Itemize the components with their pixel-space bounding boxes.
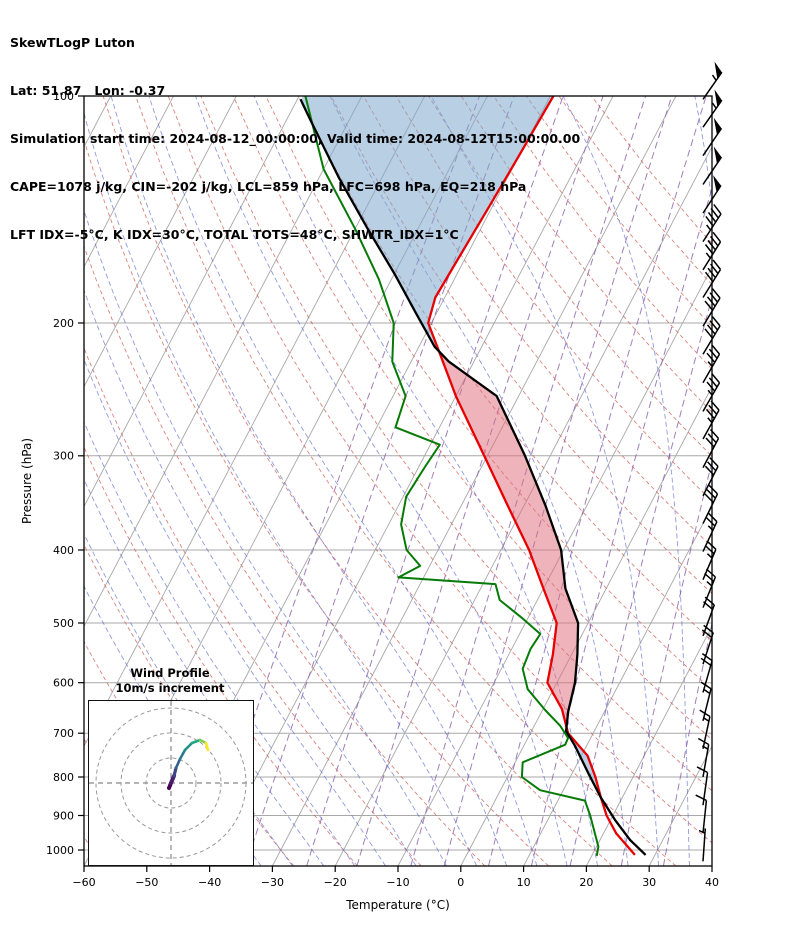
above-el-shading — [302, 96, 554, 353]
svg-text:300: 300 — [53, 450, 74, 463]
chart-header: SkewTLogP Luton Lat: 51.87 Lon: -0.37 Si… — [10, 3, 580, 259]
svg-text:20: 20 — [579, 876, 593, 889]
cape-shading — [439, 352, 578, 736]
svg-text:−40: −40 — [198, 876, 221, 889]
svg-text:10: 10 — [517, 876, 531, 889]
y-axis-label: Pressure (hPa) — [20, 437, 34, 525]
svg-text:−60: −60 — [72, 876, 95, 889]
chart-location: Lat: 51.87 Lon: -0.37 — [10, 83, 166, 98]
svg-text:30: 30 — [642, 876, 656, 889]
svg-text:−50: −50 — [135, 876, 158, 889]
svg-text:−20: −20 — [324, 876, 347, 889]
svg-text:100: 100 — [53, 90, 74, 103]
hodograph-plot — [89, 701, 253, 865]
chart-times: Simulation start time: 2024-08-12_00:00:… — [10, 131, 581, 146]
chart-title: SkewTLogP Luton — [10, 35, 135, 50]
svg-text:800: 800 — [53, 771, 74, 784]
hodo-trace-segment — [174, 757, 182, 770]
svg-text:40: 40 — [705, 876, 719, 889]
x-axis-label: Temperature (°C) — [346, 898, 450, 912]
svg-text:200: 200 — [53, 317, 74, 330]
hodo-ring — [95, 707, 247, 859]
hodo-trace-segment — [183, 741, 194, 752]
chart-indices-2: LFT IDX=-5°C, K IDX=30°C, TOTAL TOTS=48°… — [10, 227, 459, 242]
wind-barbs — [695, 61, 723, 862]
chart-indices-1: CAPE=1078 j/kg, CIN=-202 j/kg, LCL=859 h… — [10, 179, 527, 194]
dewpoint-curve — [304, 96, 600, 857]
svg-text:900: 900 — [53, 809, 74, 822]
hodo-trace-segment — [172, 766, 178, 778]
svg-text:1000: 1000 — [46, 844, 74, 857]
hodograph-title: Wind Profile — [130, 666, 210, 680]
svg-text:0: 0 — [457, 876, 464, 889]
svg-text:700: 700 — [53, 727, 74, 740]
hodo-ring — [145, 757, 197, 809]
svg-text:400: 400 — [53, 544, 74, 557]
hodo-trace-segment — [178, 748, 187, 761]
svg-text:−30: −30 — [261, 876, 284, 889]
parcel-curve — [299, 98, 647, 856]
hodo-trace-segment — [190, 738, 202, 745]
profile-curves — [299, 96, 647, 857]
svg-text:−10: −10 — [386, 876, 409, 889]
hodograph-inset — [88, 700, 254, 866]
hodograph-subtitle: 10m/s increment — [115, 681, 225, 695]
svg-text:500: 500 — [53, 617, 74, 630]
svg-text:600: 600 — [53, 677, 74, 690]
hodo-trace-segment — [204, 741, 210, 752]
moist-adiabats — [84, 96, 712, 866]
temperature-curve — [427, 96, 636, 856]
hodo-ring — [120, 732, 222, 834]
